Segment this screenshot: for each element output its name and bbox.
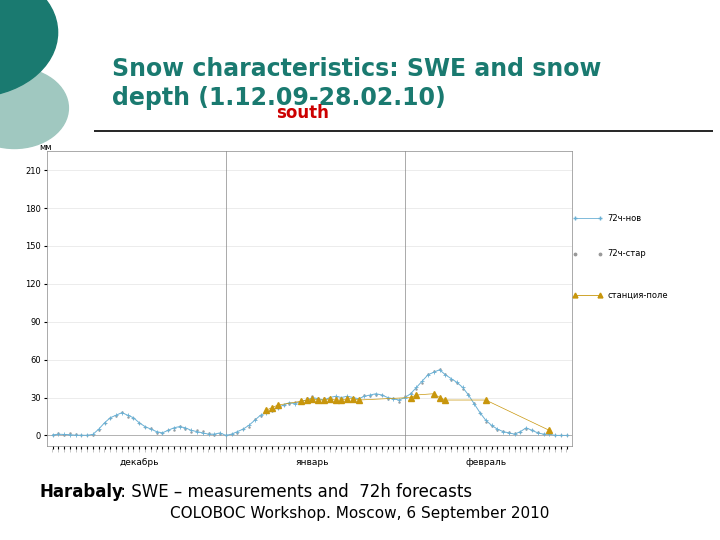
станция-поле bbox=[429, 390, 438, 397]
72ч-нов bbox=[562, 432, 571, 438]
72ч-стар bbox=[562, 432, 571, 438]
72ч-стар bbox=[210, 431, 219, 438]
72ч-нов bbox=[487, 422, 496, 429]
станция-поле bbox=[482, 397, 490, 403]
Line: 72ч-нов: 72ч-нов bbox=[51, 368, 568, 437]
72ч-нов bbox=[222, 432, 230, 438]
станция-поле bbox=[343, 395, 351, 402]
Text: станция-поле: станция-поле bbox=[608, 291, 668, 300]
Text: мм: мм bbox=[40, 143, 52, 152]
72ч-нов bbox=[499, 428, 508, 435]
72ч-стар bbox=[412, 386, 420, 392]
Text: 72ч-стар: 72ч-стар bbox=[608, 249, 647, 258]
72ч-стар bbox=[60, 432, 68, 438]
Text: south: south bbox=[276, 104, 329, 122]
станция-поле bbox=[297, 398, 305, 404]
72ч-нов bbox=[48, 431, 57, 438]
72ч-нов bbox=[435, 367, 444, 373]
станция-поле bbox=[337, 397, 346, 403]
72ч-стар bbox=[435, 366, 444, 372]
станция-поле bbox=[406, 394, 415, 401]
Text: depth (1.12.09-28.02.10): depth (1.12.09-28.02.10) bbox=[112, 86, 446, 110]
Text: Harabaly: Harabaly bbox=[40, 483, 123, 501]
Text: Snow characteristics: SWE and snow: Snow characteristics: SWE and snow bbox=[112, 57, 601, 80]
станция-поле bbox=[320, 397, 328, 403]
72ч-нов bbox=[412, 384, 420, 390]
72ч-стар bbox=[123, 413, 132, 420]
станция-поле bbox=[308, 395, 317, 402]
Line: станция-поле: станция-поле bbox=[264, 391, 552, 433]
Text: : SWE – measurements and  72h forecasts: : SWE – measurements and 72h forecasts bbox=[115, 483, 472, 501]
станция-поле bbox=[412, 392, 420, 398]
Text: COLOBOC Workshop. Moscow, 6 September 2010: COLOBOC Workshop. Moscow, 6 September 20… bbox=[171, 506, 549, 521]
Text: декабрь: декабрь bbox=[120, 458, 159, 467]
станция-поле bbox=[302, 397, 311, 403]
станция-поле bbox=[325, 395, 334, 402]
72ч-стар bbox=[551, 432, 559, 438]
станция-поле bbox=[274, 402, 282, 408]
Text: январь: январь bbox=[296, 458, 329, 467]
станция-поле bbox=[314, 397, 323, 403]
72ч-стар bbox=[48, 431, 57, 438]
станция-поле bbox=[331, 397, 340, 403]
72ч-нов bbox=[204, 431, 213, 437]
станция-поле bbox=[354, 397, 363, 403]
станция-поле bbox=[435, 394, 444, 401]
Text: февраль: февраль bbox=[465, 458, 506, 467]
72ч-нов bbox=[551, 432, 559, 438]
72ч-нов bbox=[117, 409, 126, 416]
станция-поле bbox=[545, 427, 554, 434]
станция-поле bbox=[268, 404, 276, 411]
станция-поле bbox=[262, 407, 271, 414]
72ч-стар bbox=[487, 423, 496, 429]
Line: 72ч-стар: 72ч-стар bbox=[52, 368, 567, 436]
Text: 72ч-нов: 72ч-нов bbox=[608, 214, 642, 222]
72ч-стар bbox=[499, 428, 508, 434]
станция-поле bbox=[348, 395, 357, 402]
станция-поле bbox=[441, 397, 450, 403]
